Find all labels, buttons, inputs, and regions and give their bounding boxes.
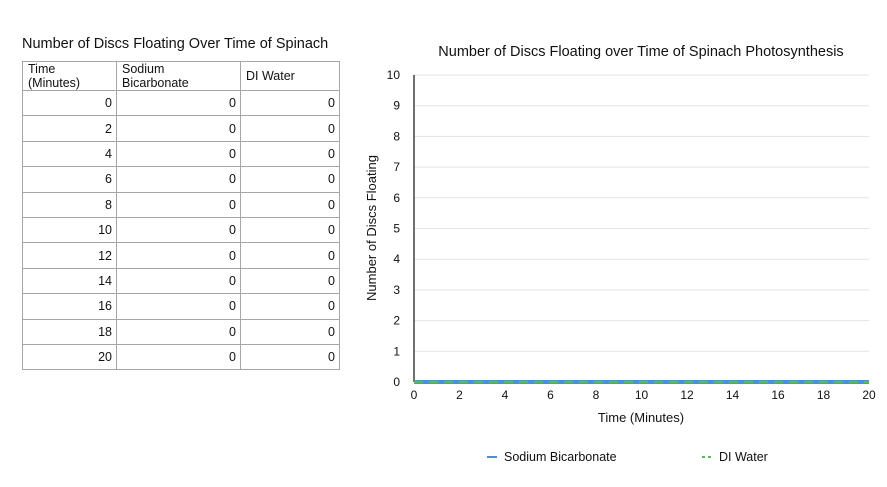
cell-time: 10 <box>22 216 117 244</box>
cell-time: 0 <box>22 89 117 117</box>
cell-sodium-bicarbonate: 0 <box>116 89 241 117</box>
cell-di-water: 0 <box>240 242 340 269</box>
cell-di-water: 0 <box>240 318 340 345</box>
table-header-row: Time (Minutes) Sodium Bicarbonate DI Wat… <box>22 61 340 91</box>
cell-time: 18 <box>22 318 117 345</box>
x-tick-label: 14 <box>726 388 740 402</box>
y-tick-label: 8 <box>393 129 400 143</box>
x-tick-label: 18 <box>817 388 831 402</box>
data-table: Time (Minutes) Sodium Bicarbonate DI Wat… <box>22 61 340 371</box>
cell-di-water: 0 <box>240 343 340 371</box>
grid-lines <box>414 74 869 352</box>
cell-time: 6 <box>22 166 117 193</box>
column-header-time: Time (Minutes) <box>22 61 117 91</box>
table-row: 18 0 0 <box>22 318 340 345</box>
y-tick-labels: 0 1 2 3 4 5 6 7 8 9 10 <box>387 68 401 389</box>
cell-time: 16 <box>22 293 117 320</box>
cell-di-water: 0 <box>240 115 340 142</box>
x-tick-label: 4 <box>502 388 509 402</box>
y-tick-label: 2 <box>393 314 400 328</box>
chart-title: Number of Discs Floating over Time of Sp… <box>438 44 843 60</box>
y-tick-label: 1 <box>393 344 400 358</box>
cell-di-water: 0 <box>240 191 340 218</box>
y-tick-label: 4 <box>393 252 400 266</box>
cell-time: 8 <box>22 191 117 218</box>
x-tick-labels: 0 2 4 6 8 10 12 14 16 18 20 <box>411 388 876 402</box>
x-tick-label: 2 <box>456 388 463 402</box>
x-axis-label: Time (Minutes) <box>598 410 684 425</box>
y-tick-label: 5 <box>393 222 400 236</box>
cell-di-water: 0 <box>240 267 340 295</box>
legend-label: Sodium Bicarbonate <box>504 450 617 464</box>
table-row: 12 0 0 <box>22 242 340 269</box>
cell-di-water: 0 <box>240 166 340 193</box>
table-row: 14 0 0 <box>22 267 340 295</box>
y-tick-label: 7 <box>393 160 400 174</box>
y-axis-label: Number of Discs Floating <box>364 155 379 301</box>
table-row: 20 0 0 <box>22 343 340 371</box>
cell-time: 12 <box>22 242 117 269</box>
legend: Sodium Bicarbonate DI Water <box>487 450 768 464</box>
cell-sodium-bicarbonate: 0 <box>116 115 241 142</box>
x-tick-label: 12 <box>680 388 694 402</box>
y-tick-label: 10 <box>387 68 401 82</box>
cell-di-water: 0 <box>240 89 340 117</box>
legend-label: DI Water <box>719 450 768 464</box>
y-tick-label: 9 <box>393 99 400 113</box>
table-row: 16 0 0 <box>22 293 340 320</box>
x-tick-label: 8 <box>593 388 600 402</box>
x-tick-label: 10 <box>635 388 649 402</box>
cell-sodium-bicarbonate: 0 <box>116 318 241 345</box>
cell-sodium-bicarbonate: 0 <box>116 343 241 371</box>
y-tick-label: 0 <box>393 375 400 389</box>
cell-sodium-bicarbonate: 0 <box>116 216 241 244</box>
x-tick-label: 20 <box>862 388 876 402</box>
column-header-di-water: DI Water <box>240 61 340 91</box>
cell-sodium-bicarbonate: 0 <box>116 140 241 168</box>
cell-time: 14 <box>22 267 117 295</box>
y-tick-label: 6 <box>393 191 400 205</box>
x-tick-label: 6 <box>547 388 554 402</box>
cell-sodium-bicarbonate: 0 <box>116 267 241 295</box>
x-tick-label: 16 <box>771 388 785 402</box>
cell-time: 20 <box>22 343 117 371</box>
x-tick-label: 0 <box>411 388 418 402</box>
table-body: 0 0 0 2 0 0 4 0 0 6 0 0 8 0 0 10 0 0 12 0 0 14 0 0 16 0 0 18 0 0 20 0 0 <box>22 89 340 371</box>
table-title: Number of Discs Floating Over Time of Sp… <box>22 36 329 52</box>
y-tick-label: 3 <box>393 283 400 297</box>
cell-time: 4 <box>22 140 117 168</box>
